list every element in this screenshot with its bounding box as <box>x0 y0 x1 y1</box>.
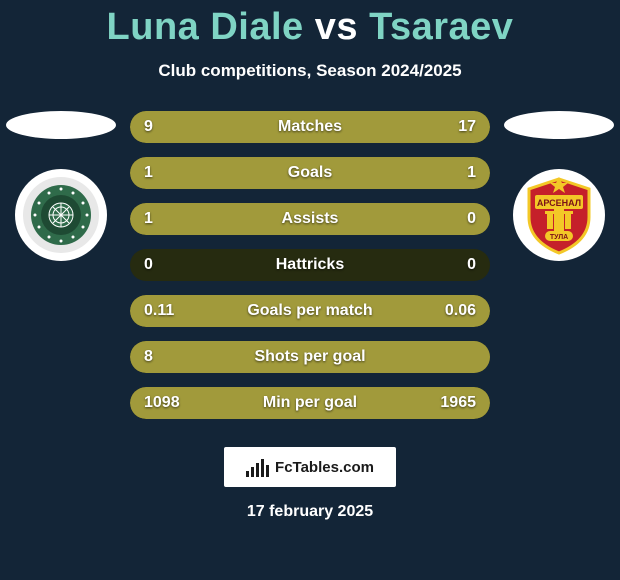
stat-row: 1Goals1 <box>130 157 490 189</box>
stat-value-right: 0 <box>420 256 490 274</box>
player2-club-crest: АРСЕНАЛ ТУЛА <box>513 169 605 261</box>
stat-label: Goals per match <box>200 302 420 320</box>
player1-placeholder-icon <box>6 111 116 139</box>
stat-row: 1098Min per goal1965 <box>130 387 490 419</box>
stat-row: 8Shots per goal <box>130 341 490 373</box>
svg-text:АРСЕНАЛ: АРСЕНАЛ <box>537 198 581 208</box>
stat-row: 0.11Goals per match0.06 <box>130 295 490 327</box>
logo-text: FcTables.com <box>275 459 374 476</box>
stat-value-right: 17 <box>420 118 490 136</box>
player2-column: АРСЕНАЛ ТУЛА <box>504 111 614 261</box>
stat-rows: 9Matches171Goals11Assists00Hattricks00.1… <box>130 111 490 419</box>
stat-value-left: 1098 <box>130 394 200 412</box>
stat-row: 0Hattricks0 <box>130 249 490 281</box>
stat-value-left: 1 <box>130 164 200 182</box>
stat-value-left: 1 <box>130 210 200 228</box>
stat-label: Hattricks <box>200 256 420 274</box>
player1-name: Luna Diale <box>107 6 304 48</box>
stat-label: Min per goal <box>200 394 420 412</box>
stat-value-right: 1965 <box>420 394 490 412</box>
stat-row: 9Matches17 <box>130 111 490 143</box>
terek-crest-icon <box>21 175 101 255</box>
vs-label: vs <box>315 6 358 48</box>
player2-placeholder-icon <box>504 111 614 139</box>
stat-value-right: 1 <box>420 164 490 182</box>
arsenal-tula-crest-icon: АРСЕНАЛ ТУЛА <box>517 173 601 257</box>
fctables-logo: FcTables.com <box>224 447 396 487</box>
stat-value-left: 0 <box>130 256 200 274</box>
comparison-title: Luna Diale vs Tsaraev <box>0 0 620 49</box>
comparison-arena: АРСЕНАЛ ТУЛА 9Matches171Goals11Assists00… <box>0 111 620 419</box>
stat-label: Goals <box>200 164 420 182</box>
logo-bars-icon <box>246 457 269 477</box>
stat-row: 1Assists0 <box>130 203 490 235</box>
stat-value-left: 0.11 <box>130 302 200 320</box>
player1-club-crest <box>15 169 107 261</box>
svg-text:ТУЛА: ТУЛА <box>550 234 568 241</box>
stat-value-left: 8 <box>130 348 200 366</box>
stat-label: Shots per goal <box>200 348 420 366</box>
stat-value-right: 0 <box>420 210 490 228</box>
date-label: 17 february 2025 <box>0 503 620 521</box>
stat-value-right: 0.06 <box>420 302 490 320</box>
stat-label: Assists <box>200 210 420 228</box>
player2-name: Tsaraev <box>369 6 513 48</box>
stat-label: Matches <box>200 118 420 136</box>
stat-value-left: 9 <box>130 118 200 136</box>
subtitle: Club competitions, Season 2024/2025 <box>0 61 620 81</box>
player1-column <box>6 111 116 261</box>
